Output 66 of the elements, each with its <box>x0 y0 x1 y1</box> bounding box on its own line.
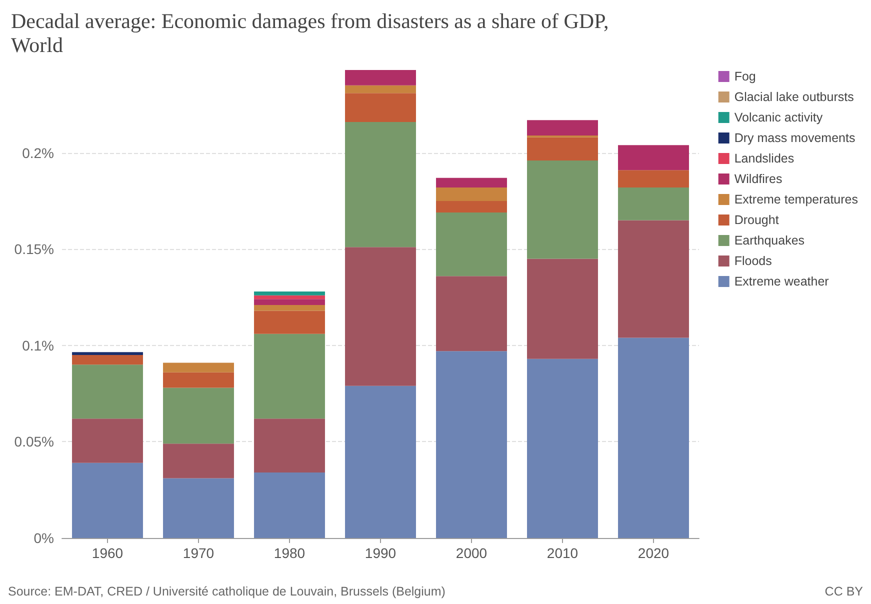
bar <box>254 334 325 419</box>
y-tick-label: 0% <box>34 530 54 546</box>
legend-label: Dry mass movements <box>734 131 856 145</box>
x-tick-label: 2000 <box>456 545 488 561</box>
bar <box>254 304 325 311</box>
bar <box>254 295 325 300</box>
bar <box>436 178 507 188</box>
bar <box>72 462 143 538</box>
bar <box>72 364 143 419</box>
x-tick-label: 1960 <box>92 545 124 561</box>
x-tick-label: 1980 <box>274 545 306 561</box>
bar <box>436 212 507 276</box>
x-tick-label: 1970 <box>182 545 214 561</box>
legend-label: Glacial lake outbursts <box>734 90 854 104</box>
y-tick-label: 0.2% <box>22 144 54 161</box>
x-tick-label: 2020 <box>638 545 670 561</box>
bar <box>345 247 416 386</box>
bar <box>618 338 689 538</box>
legend-label: Fog <box>734 70 756 84</box>
bar <box>72 418 143 463</box>
bar <box>254 291 325 296</box>
bar <box>254 299 325 305</box>
legend-label: Floods <box>734 254 772 268</box>
x-tick-label: 1990 <box>364 545 396 561</box>
text: CC BY <box>824 584 864 598</box>
bar <box>163 478 234 538</box>
y-tick-label: 0.15% <box>14 241 54 258</box>
bar <box>163 362 234 372</box>
bar <box>618 187 689 220</box>
bar <box>254 472 325 538</box>
bar <box>527 160 598 259</box>
legend-label: Wildfires <box>734 172 782 186</box>
bar <box>436 200 507 213</box>
bar <box>436 187 507 201</box>
legend-label: Earthquakes <box>734 234 805 248</box>
bar <box>72 355 143 365</box>
bar <box>618 170 689 188</box>
bar <box>345 386 416 538</box>
bar <box>163 388 234 444</box>
bar <box>163 372 234 388</box>
bar <box>345 93 416 122</box>
legend-label: Landslides <box>734 152 794 166</box>
bar <box>254 310 325 334</box>
legend-label: Extreme temperatures <box>734 192 858 206</box>
bar <box>436 276 507 352</box>
y-tick-label: 0.05% <box>14 434 54 450</box>
bar <box>527 358 598 538</box>
bar <box>345 85 416 94</box>
bar <box>254 418 325 473</box>
bar <box>618 220 689 338</box>
bar <box>163 444 234 478</box>
legend-label: Drought <box>734 213 780 227</box>
bar <box>527 137 598 161</box>
bar <box>345 70 416 86</box>
chart-title: Decadal average: Economic damages from disasters as a share of GDP, World <box>11 9 609 57</box>
bar <box>618 145 689 170</box>
y-tick-label: 0.1% <box>22 337 54 354</box>
legend-label: Volcanic activity <box>734 110 824 124</box>
source-note: Source: EM-DAT, CRED / Université catholique de Louvain, Brussels (Belgium) <box>8 584 446 598</box>
bar <box>72 352 143 356</box>
bar <box>527 258 598 359</box>
bar <box>345 122 416 248</box>
x-tick-label: 2010 <box>546 545 578 561</box>
legend-label: Extreme weather <box>734 274 829 288</box>
bar <box>527 120 598 136</box>
bar <box>436 351 507 538</box>
